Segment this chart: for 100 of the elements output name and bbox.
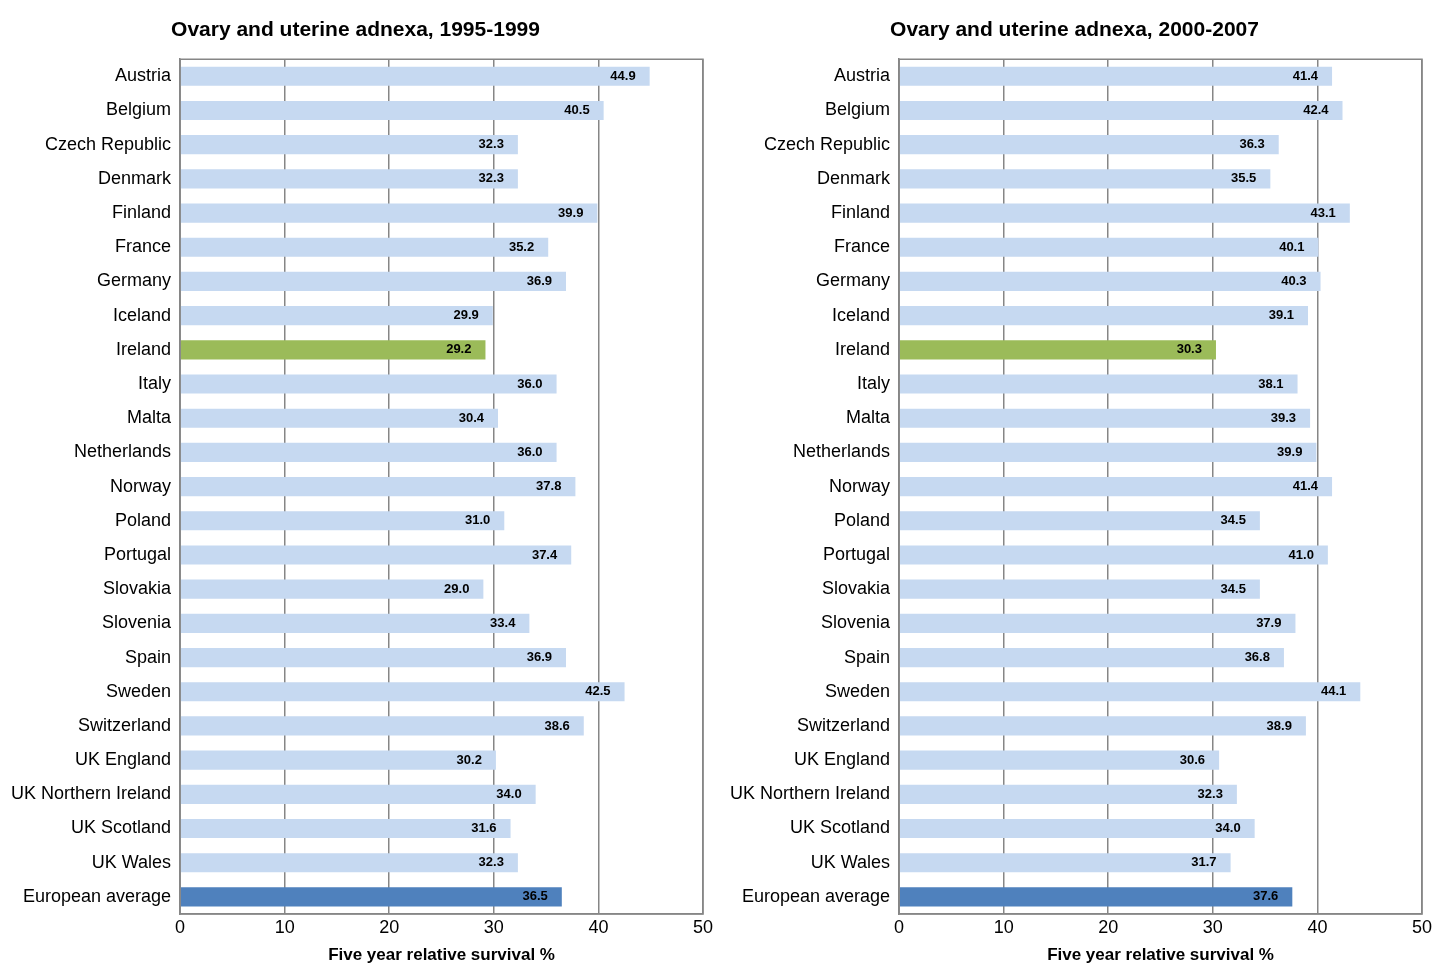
y-tick-label: Sweden <box>825 680 891 701</box>
x-tick-label: 0 <box>894 916 905 937</box>
x-tick-label: 30 <box>1202 916 1223 937</box>
data-label: 41.4 <box>1292 67 1319 83</box>
bar <box>180 477 576 497</box>
data-label: 36.8 <box>1244 649 1270 665</box>
bar <box>899 340 1216 360</box>
chart-title: Ovary and uterine adnexa, 2000-2007 <box>890 17 1259 41</box>
bar <box>899 545 1328 565</box>
y-tick-label: France <box>834 236 891 257</box>
bar <box>899 306 1308 326</box>
bar <box>180 545 572 565</box>
data-label: 39.9 <box>558 204 584 220</box>
data-label: 30.3 <box>1176 341 1202 357</box>
x-tick-label: 40 <box>588 916 609 937</box>
data-label: 29.0 <box>444 580 470 596</box>
y-tick-label: Slovenia <box>102 612 173 633</box>
bar <box>180 716 584 736</box>
data-label: 36.0 <box>517 443 543 459</box>
y-tick-label: Iceland <box>832 304 891 325</box>
bar <box>180 66 650 86</box>
data-label: 38.9 <box>1266 717 1292 733</box>
x-tick-label: 20 <box>379 916 400 937</box>
y-tick-label: Netherlands <box>793 441 891 462</box>
data-label: 31.6 <box>471 820 497 836</box>
data-label: 44.9 <box>610 67 636 83</box>
data-label: 35.5 <box>1231 170 1257 186</box>
data-label: 30.2 <box>456 751 482 767</box>
bar <box>899 477 1333 497</box>
bar <box>899 203 1350 223</box>
y-tick-label: UK Scotland <box>790 817 891 838</box>
data-label: 37.8 <box>536 478 562 494</box>
y-tick-label: Iceland <box>113 304 172 325</box>
data-label: 34.0 <box>1215 820 1241 836</box>
bar <box>180 237 549 257</box>
bar <box>180 682 625 702</box>
y-tick-label: UK Northern Ireland <box>730 783 891 804</box>
bar <box>180 271 566 292</box>
y-tick-label: Denmark <box>817 167 892 188</box>
y-tick-label: Norway <box>829 475 891 496</box>
bar <box>899 169 1271 189</box>
y-tick-label: Portugal <box>823 543 891 564</box>
x-tick-label: 50 <box>692 916 714 937</box>
data-label: 40.1 <box>1279 238 1305 254</box>
data-label: 34.0 <box>496 785 522 801</box>
bar <box>899 647 1284 668</box>
bar <box>180 169 518 189</box>
data-label: 39.3 <box>1270 409 1297 425</box>
y-tick-label: UK England <box>75 749 172 770</box>
y-tick-label: European average <box>22 885 172 906</box>
data-label: 35.2 <box>508 238 535 254</box>
y-tick-label: Slovenia <box>821 612 892 633</box>
data-label: 36.0 <box>517 375 543 391</box>
data-label: 36.3 <box>1239 136 1265 152</box>
x-tick-label: 20 <box>1098 916 1119 937</box>
data-label: 29.9 <box>453 307 479 323</box>
y-tick-label: Germany <box>816 270 891 291</box>
bar <box>899 511 1260 531</box>
data-label: 32.3 <box>478 136 504 152</box>
x-tick-label: 0 <box>175 916 186 937</box>
data-label: 34.5 <box>1220 512 1246 528</box>
x-tick-label: 30 <box>483 916 504 937</box>
y-tick-label: UK Wales <box>91 851 172 872</box>
y-tick-label: Poland <box>834 509 891 530</box>
data-label: 36.9 <box>526 273 552 289</box>
bar <box>899 374 1298 394</box>
bar <box>899 613 1296 633</box>
data-label: 40.5 <box>564 102 590 118</box>
data-label: 31.7 <box>1191 854 1217 870</box>
bar <box>180 306 493 326</box>
data-label: 41.4 <box>1292 478 1319 494</box>
bar <box>180 579 484 599</box>
data-label: 42.4 <box>1303 102 1330 118</box>
data-label: 42.5 <box>585 683 611 699</box>
y-tick-label: Germany <box>97 270 172 291</box>
bar <box>180 750 496 770</box>
y-tick-label: Switzerland <box>78 714 172 735</box>
data-label: 41.0 <box>1288 546 1314 562</box>
y-tick-label: Czech Republic <box>45 133 172 154</box>
y-tick-label: Sweden <box>106 680 172 701</box>
bar <box>180 203 598 223</box>
y-tick-label: Malta <box>846 407 892 428</box>
x-tick-label: 10 <box>274 916 295 937</box>
y-tick-label: Belgium <box>825 99 891 120</box>
y-tick-label: UK Northern Ireland <box>11 783 172 804</box>
data-label: 30.6 <box>1179 751 1206 767</box>
data-label: 36.5 <box>522 888 548 904</box>
y-tick-label: Finland <box>831 202 891 223</box>
bar <box>180 647 566 668</box>
data-label: 30.4 <box>458 409 485 425</box>
data-label: 37.4 <box>531 546 558 562</box>
bar <box>899 682 1361 702</box>
y-tick-label: Italy <box>138 372 172 393</box>
y-tick-label: Denmark <box>98 167 173 188</box>
bar <box>899 237 1319 257</box>
y-tick-label: Malta <box>127 407 173 428</box>
bar <box>180 613 530 633</box>
y-tick-label: European average <box>741 885 891 906</box>
data-label: 38.1 <box>1258 375 1284 391</box>
data-label: 34.5 <box>1220 580 1246 596</box>
